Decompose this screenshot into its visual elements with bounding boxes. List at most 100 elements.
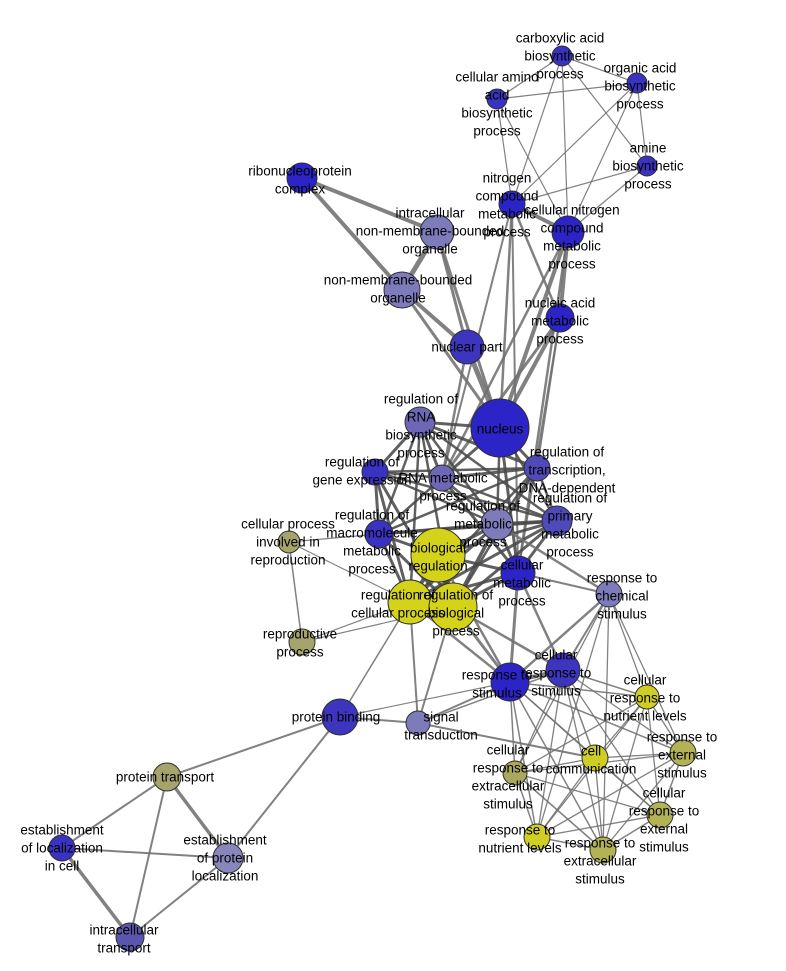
graph-edge-n41-n42 [288,541,303,643]
graph-node-n36[interactable] [321,698,359,736]
graph-node-n27[interactable] [545,652,581,688]
graph-edge-n38-n39 [61,847,229,859]
node-label-n14: regulation of transcription, DNA-dependent [519,445,616,496]
graph-node-n37[interactable] [152,762,182,792]
graph-node-n30[interactable] [581,744,609,772]
graph-edge-n30-n31 [514,757,596,774]
graph-edge-n30-n33 [536,757,596,838]
node-label-n25: regulation of biological process [419,588,494,639]
graph-node-n38[interactable] [48,834,76,862]
graph-node-n31[interactable] [502,760,528,786]
graph-node-n4[interactable] [636,155,658,177]
graph-node-n6[interactable] [498,190,526,218]
graph-edge-n15-n18 [374,470,498,526]
graph-edge-n29-n33 [536,752,684,838]
graph-node-n14[interactable] [523,454,551,482]
graph-edge-n3-n7 [567,82,638,233]
graph-node-n10[interactable] [545,303,575,333]
graph-edge-n5-n8 [301,176,438,234]
graph-edge-n7-n21 [516,231,570,574]
graph-edge-n1-n3 [561,55,638,84]
graph-edge-n26-n29 [509,681,684,754]
nodes-layer [48,45,697,952]
graph-node-n25[interactable] [428,582,478,632]
graph-node-n8[interactable] [419,214,455,250]
graph-edge-n27-n31 [514,669,564,774]
graph-node-n29[interactable] [669,739,697,767]
graph-edge-n23-n29 [608,593,684,754]
graph-node-n17[interactable] [364,519,394,549]
node-label-n27: cellular response to stimulus [521,648,592,699]
graph-node-n19[interactable] [541,505,573,537]
graph-node-n2[interactable] [486,88,508,110]
graph-node-n7[interactable] [551,215,585,249]
graph-edge-n26-n36 [339,681,511,718]
graph-node-n21[interactable] [500,555,536,591]
graph-node-n41[interactable] [277,530,301,554]
graph-edge-n30-n32 [594,757,661,816]
graph-edge-n36-n37 [166,716,341,778]
graph-node-n28[interactable] [634,684,660,710]
graph-edge-n3-n4 [636,82,648,167]
graph-edge-n26-n34 [509,681,604,851]
node-label-n10: nucleic acid metabolic process [525,296,596,347]
node-label-n30: cell communication [546,744,637,777]
graph-edge-n12-n24 [408,421,422,603]
graph-edge-n1-n2 [496,55,563,100]
graph-node-n11[interactable] [449,329,485,365]
node-label-n15: regulation of gene expression [312,455,411,488]
graph-node-n12[interactable] [404,406,436,438]
graph-node-n18[interactable] [480,507,514,541]
graph-edge-n1-n6 [511,55,563,205]
graph-node-n15[interactable] [361,458,389,486]
graph-edge-n16-n19 [441,476,558,523]
graph-edge-n4-n7 [567,165,648,233]
graph-edge-n36-n39 [227,716,341,859]
graph-node-n32[interactable] [646,801,674,829]
graph-edge-n31-n34 [514,772,604,851]
graph-edge-n7-n16 [440,231,570,479]
graph-edge-n37-n39 [165,775,230,860]
graph-edge-n21-n27 [516,572,565,671]
graph-node-n35[interactable] [405,710,431,736]
node-label-n32: cellular response to external stimulus [629,786,700,855]
labels-layer: carboxylic acid biosynthetic processcellul… [20,31,717,956]
node-label-n1: carboxylic acid biosynthetic process [516,31,605,82]
node-label-n2: cellular amino acid biosynthetic process [455,70,538,139]
graph-node-n3[interactable] [626,72,648,94]
graph-node-n42[interactable] [288,628,316,656]
graph-node-n13[interactable] [470,398,530,458]
node-label-n16: RNA metabolic process [398,471,488,504]
graph-node-n26[interactable] [490,662,530,702]
graph-node-n16[interactable] [428,464,456,492]
node-label-n23: response to chemical stimulus [587,571,658,622]
node-label-n19: regulation of primary metabolic process [533,491,608,560]
graph-node-n5[interactable] [286,162,318,194]
graph-edge-n27-n35 [417,669,564,724]
node-label-n38: establishment of localization in cell [20,823,104,874]
graph-edge-n37-n38 [61,776,168,849]
node-label-n29: response to external stimulus [647,730,718,781]
graph-edge-n4-n6 [511,165,648,205]
graph-edge-n2-n3 [496,82,638,100]
graph-node-n1[interactable] [551,45,573,67]
node-label-n9: non-membrane-bounded organelle [324,273,473,306]
graph-node-n33[interactable] [523,823,551,851]
graph-edge-n26-n33 [509,681,538,838]
graph-node-n20[interactable] [410,527,466,583]
graph-edge-n31-n32 [514,772,661,816]
node-label-n3: organic acid biosynthetic process [604,61,677,112]
graph-edge-n23-n28 [608,593,648,698]
graph-node-n34[interactable] [589,836,617,864]
graph-node-n23[interactable] [595,580,623,608]
node-label-n8: intracellular non-membrane-bounded organel… [356,206,505,257]
graph-node-n40[interactable] [115,922,145,952]
node-label-n6: nitrogen compound metabolic process [475,171,538,240]
graph-node-n39[interactable] [212,842,244,874]
graph-edge-n19-n24 [409,519,558,604]
graph-node-n9[interactable] [383,271,421,309]
node-label-n33: response to nutrient levels [478,823,562,856]
node-label-n13: nucleus [477,422,524,437]
